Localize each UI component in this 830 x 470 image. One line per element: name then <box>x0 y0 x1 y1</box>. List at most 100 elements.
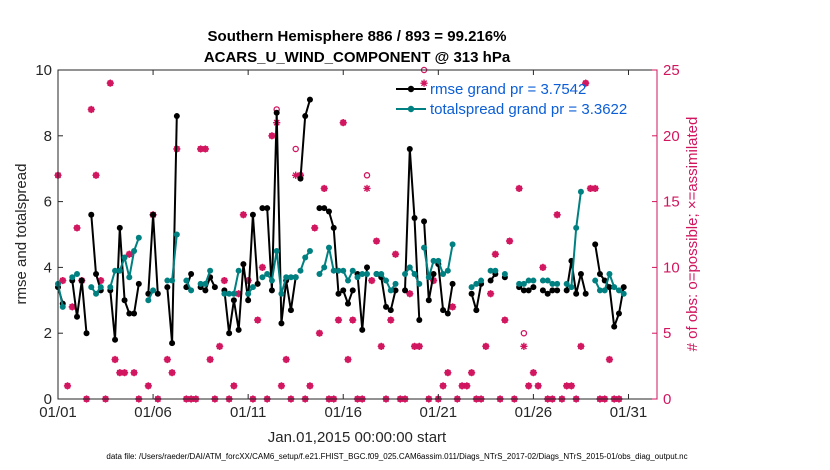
rmse-point <box>88 211 95 218</box>
obs-assimilated-point <box>92 171 100 179</box>
y-right-tick-label: 25 <box>663 62 680 79</box>
obs-assimilated-point <box>515 184 523 193</box>
spread-point <box>297 267 304 274</box>
rmse-point <box>349 287 356 294</box>
obs-assimilated-point <box>277 382 286 390</box>
y-tick-label: 8 <box>44 128 52 145</box>
rmse-point <box>406 145 413 152</box>
y-right-tick-label: 10 <box>663 259 680 276</box>
obs-assimilated-point <box>563 382 571 390</box>
obs-assimilated-point <box>216 342 224 350</box>
y-tick-label: 6 <box>44 194 52 211</box>
obs-assimilated-point <box>130 369 138 377</box>
rmse-point <box>387 307 394 314</box>
rmse-point <box>211 284 218 291</box>
x-tick-label: 01/11 <box>230 404 266 421</box>
spread-point <box>416 280 423 287</box>
obs-assimilated-point <box>268 132 276 140</box>
rmse-point <box>430 270 437 277</box>
spread-point <box>525 277 532 284</box>
spread-point <box>283 274 290 281</box>
rmse-point <box>240 261 247 268</box>
rmse-point <box>297 175 304 182</box>
rmse-point <box>278 320 285 327</box>
obs-assimilated-point <box>201 145 209 153</box>
rmse-point <box>93 270 100 277</box>
spread-point <box>97 284 104 291</box>
rmse-point <box>359 326 366 333</box>
y-tick-label: 2 <box>44 325 52 342</box>
spread-point <box>492 267 499 274</box>
y-right-tick-label: 5 <box>663 325 671 342</box>
rmse-line <box>262 111 297 325</box>
spread-point <box>287 274 294 281</box>
obs-assimilated-point <box>206 355 214 364</box>
rmse-point <box>245 297 252 304</box>
rmse-point <box>344 300 351 307</box>
spread-point <box>373 270 380 277</box>
spread-point <box>573 224 580 231</box>
spread-point <box>487 267 494 274</box>
rmse-point <box>131 310 138 317</box>
spread-point <box>126 274 133 281</box>
spread-point <box>411 270 418 277</box>
spread-point <box>188 287 195 294</box>
rmse-point <box>173 113 180 120</box>
obs-assimilated-point <box>363 184 371 193</box>
obs-assimilated-point <box>320 184 328 193</box>
rmse-point <box>606 284 613 291</box>
y-tick-label: 4 <box>44 259 52 276</box>
obs-assimilated-point <box>406 290 414 298</box>
obs-assimilated-point <box>444 369 452 377</box>
spread-point <box>259 274 266 281</box>
y-tick-label: 10 <box>35 62 52 79</box>
spread-point <box>592 277 599 284</box>
x-tick-label: 01/01 <box>39 404 77 421</box>
obs-assimilated-point <box>377 342 385 350</box>
rmse-point <box>425 297 432 304</box>
x-axis-label: Jan.01,2015 00:00:00 start <box>268 429 447 446</box>
rmse-point <box>444 310 451 317</box>
obs-assimilated-point <box>391 250 400 258</box>
spread-point <box>221 290 228 297</box>
rmse-point <box>264 205 271 212</box>
spread-point <box>520 280 527 287</box>
obs-assimilated-point <box>553 211 561 219</box>
obs-assimilated-point <box>334 316 343 324</box>
rmse-point <box>421 218 428 225</box>
chart-subtitle: ACARS_U_WIND_COMPONENT @ 313 hPa <box>204 49 511 66</box>
x-tick-label: 01/26 <box>515 404 553 421</box>
spread-point <box>530 277 537 284</box>
rmse-point <box>596 270 603 277</box>
spread-point <box>577 188 584 195</box>
spread-point <box>173 231 180 238</box>
obs-assimilated-point <box>68 303 76 311</box>
obs-assimilated-point <box>87 105 95 114</box>
rmse-point <box>416 317 423 324</box>
rmse-line <box>404 148 421 321</box>
spread-point <box>601 287 608 294</box>
spread-point <box>131 247 138 254</box>
obs-possible-point <box>363 172 371 179</box>
spread-point <box>473 280 480 287</box>
spread-point <box>164 277 171 284</box>
rmse-point <box>325 208 332 215</box>
obs-assimilated-point <box>506 237 514 245</box>
obs-assimilated-point <box>458 382 466 390</box>
rmse-point <box>530 284 537 291</box>
obs-assimilated-point <box>254 316 262 324</box>
x-tick-label: 01/16 <box>324 404 362 421</box>
spread-point <box>264 270 271 277</box>
obs-assimilated-point <box>306 382 314 390</box>
rmse-point <box>411 215 418 222</box>
spread-point <box>321 264 328 271</box>
obs-assimilated-point <box>230 382 238 390</box>
x-tick-label: 01/06 <box>134 404 172 421</box>
spread-point <box>306 247 313 254</box>
spread-point <box>444 267 451 274</box>
rmse-point <box>112 336 119 343</box>
rmse-point <box>620 284 627 291</box>
spread-point <box>273 247 280 254</box>
obs-assimilated-point <box>282 355 290 364</box>
rmse-point <box>287 307 294 314</box>
